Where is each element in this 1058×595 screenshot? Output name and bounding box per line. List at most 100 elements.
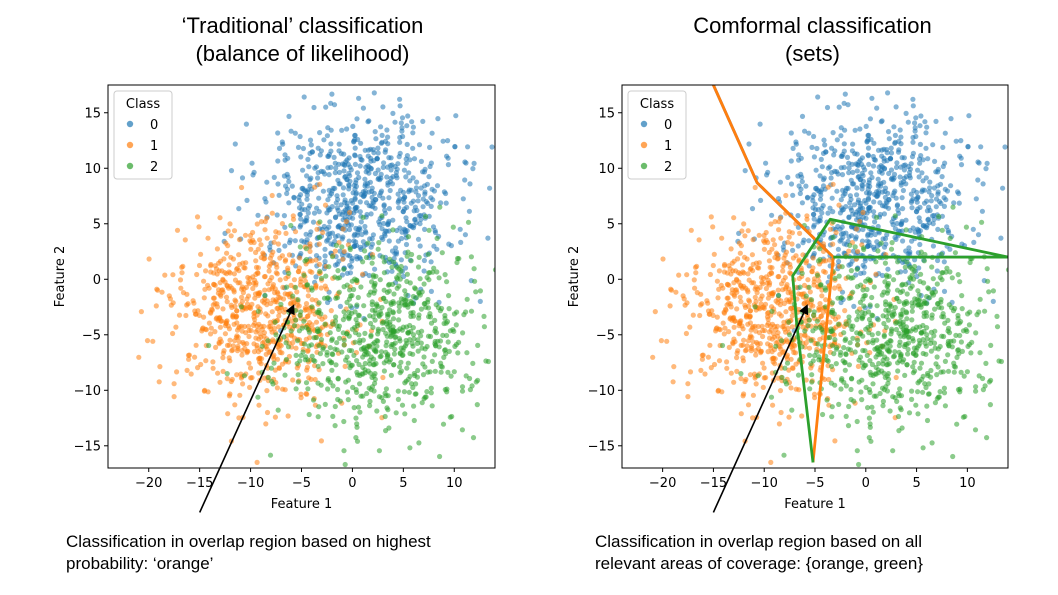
- legend-label-class-2: 2: [664, 160, 672, 175]
- data-point-class-2: [882, 260, 889, 266]
- data-point-class-2: [958, 369, 964, 375]
- data-point-class-2: [939, 227, 945, 233]
- data-point-class-0: [878, 183, 884, 189]
- data-point-class-0: [384, 164, 391, 170]
- data-point-class-0: [381, 220, 387, 227]
- data-point-class-2: [419, 328, 425, 334]
- data-point-class-0: [318, 148, 324, 154]
- data-point-class-1: [305, 293, 311, 299]
- data-point-class-0: [421, 268, 427, 274]
- right-caption-line1: Classification in overlap region based o…: [595, 532, 922, 551]
- data-point-class-0: [878, 119, 884, 125]
- data-point-class-0: [301, 94, 307, 100]
- data-point-class-2: [389, 332, 395, 338]
- data-point-class-1: [312, 376, 318, 383]
- data-point-class-0: [326, 224, 332, 230]
- data-point-class-1: [208, 331, 214, 337]
- data-point-class-1: [707, 271, 714, 278]
- data-point-class-1: [231, 321, 237, 327]
- data-point-class-0: [375, 145, 381, 151]
- data-point-class-0: [939, 213, 946, 219]
- data-point-class-0: [362, 176, 368, 182]
- data-point-class-1: [723, 307, 729, 313]
- data-point-class-2: [376, 394, 382, 400]
- data-point-class-0: [297, 211, 303, 218]
- data-point-class-1: [797, 230, 803, 236]
- data-point-class-0: [335, 224, 342, 230]
- data-point-class-2: [884, 388, 891, 394]
- data-point-class-2: [432, 352, 438, 358]
- data-point-class-0: [917, 219, 923, 225]
- data-point-class-0: [444, 153, 450, 159]
- data-point-class-1: [749, 343, 755, 350]
- data-point-class-2: [459, 427, 465, 433]
- data-point-class-1: [782, 326, 788, 332]
- data-point-class-0: [415, 198, 421, 204]
- data-point-class-2: [900, 281, 906, 287]
- data-point-class-2: [317, 219, 323, 225]
- data-point-class-2: [929, 264, 935, 270]
- data-point-class-0: [352, 132, 358, 138]
- data-point-class-2: [854, 309, 861, 315]
- data-point-class-2: [327, 345, 333, 351]
- data-point-class-2: [367, 357, 373, 363]
- data-point-class-2: [947, 235, 953, 241]
- data-point-class-1: [280, 284, 286, 290]
- data-point-class-1: [676, 272, 682, 278]
- data-point-class-0: [811, 216, 817, 222]
- data-point-class-0: [466, 208, 472, 214]
- data-point-class-0: [416, 142, 423, 148]
- data-point-class-2: [329, 359, 335, 365]
- data-point-class-0: [893, 164, 900, 170]
- data-point-class-1: [281, 309, 287, 315]
- data-point-class-1: [731, 292, 737, 298]
- data-point-class-0: [865, 182, 871, 188]
- data-point-class-0: [866, 205, 872, 211]
- data-point-class-0: [872, 231, 878, 238]
- data-point-class-1: [737, 271, 743, 277]
- data-point-class-2: [873, 393, 879, 399]
- data-point-class-2: [865, 405, 871, 411]
- data-point-class-0: [400, 133, 406, 140]
- data-point-class-2: [394, 264, 400, 270]
- data-point-class-2: [320, 344, 326, 351]
- data-point-class-2: [986, 379, 993, 385]
- data-point-class-1: [227, 391, 233, 397]
- data-point-class-2: [425, 333, 432, 339]
- data-point-class-2: [317, 351, 323, 357]
- data-point-class-2: [928, 348, 935, 354]
- data-point-class-1: [769, 291, 775, 297]
- data-point-class-1: [750, 261, 756, 267]
- data-point-class-0: [335, 207, 341, 213]
- data-point-class-0: [832, 148, 838, 154]
- data-point-class-2: [891, 277, 897, 283]
- data-point-class-2: [829, 300, 836, 306]
- data-point-class-0: [321, 137, 327, 143]
- data-point-class-1: [777, 215, 783, 221]
- data-point-class-2: [381, 368, 387, 374]
- data-point-class-0: [373, 136, 379, 142]
- data-point-class-1: [716, 268, 723, 274]
- data-point-class-0: [891, 171, 898, 177]
- annotation-arrow: [198, 304, 295, 513]
- data-point-class-2: [883, 314, 890, 320]
- data-point-class-1: [185, 352, 192, 358]
- data-point-class-0: [902, 162, 908, 168]
- data-point-class-2: [1026, 346, 1031, 351]
- data-point-class-2: [781, 452, 787, 458]
- data-point-class-2: [424, 343, 430, 350]
- data-point-class-1: [279, 221, 285, 227]
- data-point-class-2: [949, 275, 955, 281]
- data-point-class-2: [892, 213, 898, 219]
- data-point-class-1: [269, 274, 275, 281]
- data-point-class-2: [370, 254, 376, 260]
- data-point-class-1: [268, 326, 274, 332]
- data-point-class-2: [364, 390, 370, 397]
- data-point-class-0: [929, 193, 935, 199]
- data-point-class-2: [450, 224, 456, 230]
- data-point-class-1: [262, 287, 268, 293]
- data-point-class-1: [305, 348, 311, 354]
- data-point-class-1: [226, 262, 232, 268]
- data-point-class-2: [890, 313, 896, 319]
- data-point-class-1: [239, 184, 245, 191]
